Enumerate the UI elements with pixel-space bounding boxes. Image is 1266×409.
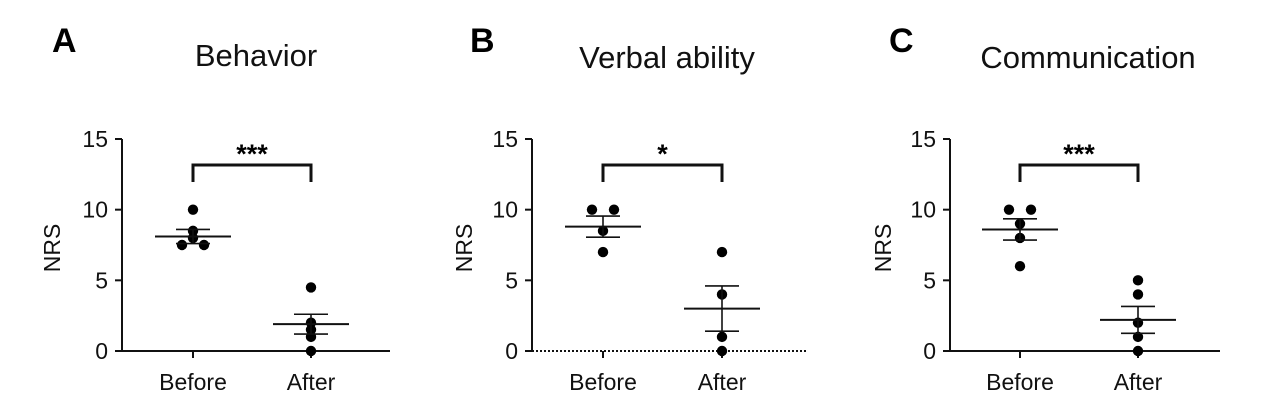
panel-a-x-tick-label: Before [159,369,227,395]
panel-c-data-point [1132,331,1144,343]
panel-c-data-point [1003,204,1015,215]
panel-c-x-tick-label: Before [986,369,1054,395]
panel-a-letter: A [52,22,77,60]
panel-b-data-point [608,204,620,215]
panel-b-data-point [597,246,609,258]
panel-b-y-tick-label: 5 [505,267,518,293]
panel-a-significance-bracket [191,163,313,182]
panel-c-y-tick-label: 0 [923,338,936,364]
panel-c-significance-label: *** [1063,139,1095,169]
panel-b-y-tick-label: 15 [492,126,518,152]
panel-b-significance-bracket [601,163,724,182]
panel-a-y-axis-label: NRS [39,224,65,273]
panel-c-y-axis-label: NRS [870,224,896,273]
panel-b-letter: B [470,22,495,60]
panel-c-data-point [1132,289,1144,300]
panel-b-data-point [716,345,728,357]
panel-a-y-tick-label: 15 [82,126,108,152]
panel-b-data-point [716,246,728,258]
panel-b-data-point [716,331,728,343]
panel-c-data-point [1025,204,1037,215]
panel-c-title: Communication [980,40,1195,75]
panel-c-letter: C [889,22,914,60]
panel-b-title: Verbal ability [579,40,755,75]
panel-a-y-tick-label: 10 [82,197,108,223]
panel-c-data-point [1132,275,1144,286]
panel-b-significance-label: * [657,139,668,169]
panel-a-x-tick-label: After [287,369,336,395]
panel-b-y-tick-label: 10 [492,197,518,223]
panel-a-title: Behavior [195,38,317,73]
panel-b-y-tick-label: 0 [505,338,518,364]
panel-c-data-point [1014,261,1026,272]
panel-c-y-tick-label: 10 [910,197,936,223]
panel-b-x-tick-label: After [698,369,747,395]
panel-c-data-point [1132,345,1144,357]
panel-a-data-point [187,204,199,215]
panel-a-data-point [198,239,210,251]
panel-c-x-tick-label: After [1114,369,1163,395]
panel-c-y-tick-label: 5 [923,267,936,293]
panel-a-data-point [176,239,188,251]
panel-b-x-tick-label: Before [569,369,637,395]
panel-a-data-point [305,345,317,357]
panel-a-significance-label: *** [236,139,268,169]
panel-b-data-point [586,204,598,215]
panel-b-y-axis-label: NRS [451,224,477,273]
panel-c-y-tick-label: 15 [910,126,936,152]
panel-a-data-point [305,282,317,293]
panel-a-y-tick-label: 0 [95,338,108,364]
panel-c-significance-bracket [1018,163,1140,182]
panel-a-y-tick-label: 5 [95,267,108,293]
